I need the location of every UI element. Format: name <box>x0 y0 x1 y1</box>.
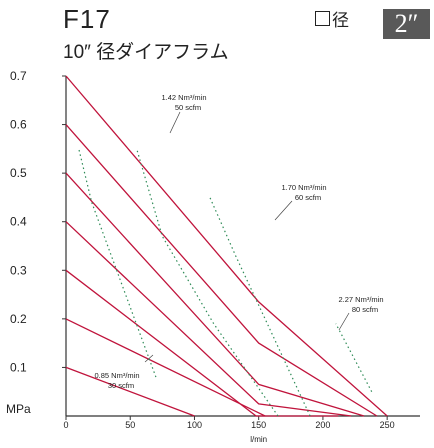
air-line-scfm: 80 scfm <box>352 305 378 314</box>
air-consumption-line-1 <box>136 148 279 417</box>
performance-curve-1 <box>65 124 378 417</box>
performance-curves <box>65 75 388 417</box>
y-tick-label: 0.3 <box>10 263 27 277</box>
model-title: F17 <box>63 4 111 34</box>
y-axis-title: MPa <box>6 402 31 416</box>
y-tick-label: 0.5 <box>10 166 27 180</box>
air-line-label: 1.70 Nm³/min <box>281 183 326 192</box>
air-line-scfm: 30 scfm <box>108 381 134 390</box>
port-size-label: 径 <box>315 6 349 31</box>
air-line-leader-1 <box>169 111 181 134</box>
performance-curve-5 <box>65 318 266 417</box>
port-square-icon <box>315 11 330 26</box>
port-size-caption: 径 <box>332 11 349 30</box>
x-tick-label: 150 <box>251 420 266 430</box>
performance-curve-0 <box>65 75 388 417</box>
chart-frame <box>62 75 420 420</box>
y-tick-label: 0.7 <box>10 69 27 83</box>
air-line-label: 0.85 Nm³/min <box>94 371 139 380</box>
y-tick-label: 0.1 <box>10 360 27 374</box>
x-tick-label: 0 <box>63 420 68 430</box>
performance-curve-2 <box>65 172 365 417</box>
air-line-leader-3 <box>338 312 350 331</box>
performance-curve-3 <box>65 221 352 417</box>
air-consumption-lines <box>78 148 373 417</box>
air-line-scfm: 60 scfm <box>295 193 321 202</box>
air-line-label: 1.42 Nm³/min <box>161 93 206 102</box>
air-consumption-line-3 <box>335 323 373 392</box>
air-line-scfm: 50 scfm <box>175 103 201 112</box>
performance-curve-4 <box>65 269 339 417</box>
air-line-leader-0 <box>144 354 154 363</box>
x-tick-label: 50 <box>125 420 135 430</box>
port-size-badge: 2″ <box>383 9 430 39</box>
x-axis-title: l/min <box>250 435 267 444</box>
performance-curve-6 <box>65 366 195 417</box>
y-tick-label: 0.4 <box>10 215 27 229</box>
x-tick-label: 100 <box>187 420 202 430</box>
x-tick-label: 250 <box>380 420 395 430</box>
diaphragm-subtitle: 10″ 径ダイアフラム <box>63 42 229 63</box>
y-tick-label: 0.2 <box>10 312 27 326</box>
chart-labels: 0.1 0.2 0.3 0.4 0.5 0.6 0.7 0 50 100 150 200 250 MPa l… <box>6 69 395 444</box>
air-consumption-line-2 <box>209 197 311 417</box>
air-line-label: 2.27 Nm³/min <box>338 295 383 304</box>
y-tick-label: 0.6 <box>10 118 27 132</box>
air-line-leader-2 <box>274 200 293 221</box>
x-tick-label: 200 <box>315 420 330 430</box>
